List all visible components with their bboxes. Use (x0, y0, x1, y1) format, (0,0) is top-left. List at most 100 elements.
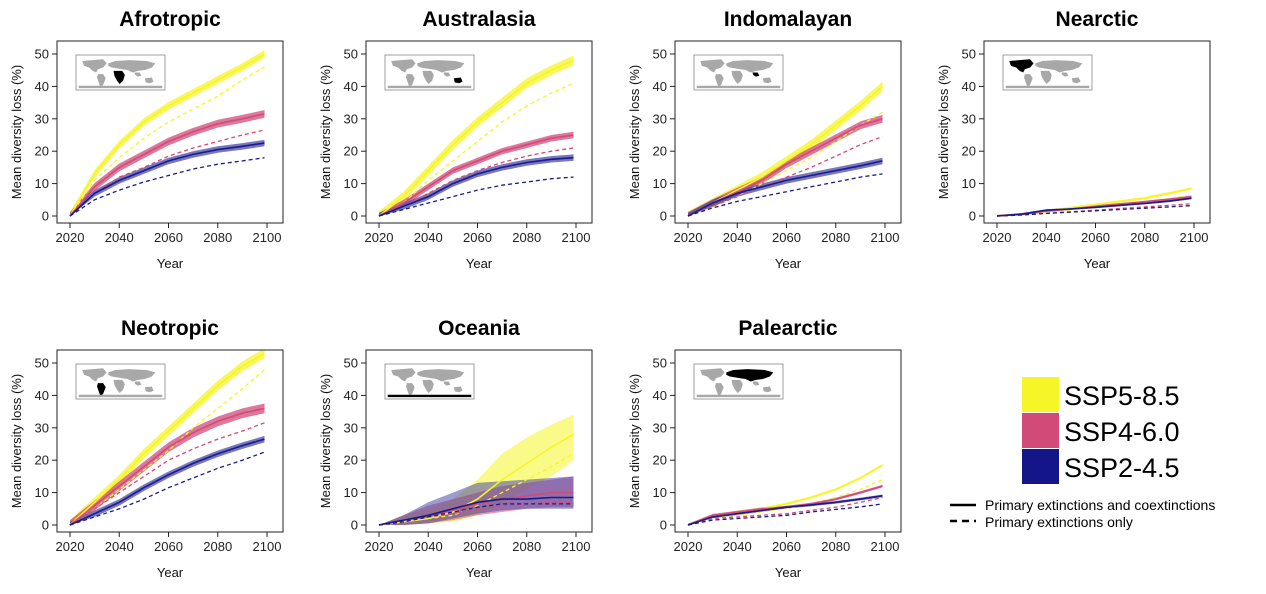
y-tick-label: 0 (351, 209, 358, 224)
x-tick-label: 2040 (414, 539, 443, 554)
y-tick-label: 10 (653, 485, 667, 500)
series-line-ssp245-coextinctions (69, 142, 265, 217)
x-tick-label: 2080 (203, 539, 232, 554)
plot-area (687, 81, 884, 217)
inset-map (387, 59, 472, 89)
x-tick-label: 2040 (105, 230, 134, 245)
panel-title: Neotropic (121, 317, 219, 340)
x-tick-label: 2020 (365, 539, 394, 554)
x-axis-label: Year (1084, 256, 1111, 271)
y-tick-label: 0 (660, 209, 667, 224)
panel-title: Palearctic (738, 317, 838, 340)
legend-swatch-ssp585 (1022, 377, 1059, 412)
y-tick-label: 10 (35, 485, 49, 500)
x-tick-label: 2100 (562, 230, 591, 245)
y-tick-label: 50 (962, 47, 976, 62)
series-line-ssp585-primary-only (378, 82, 574, 217)
y-axis-label: Mean diversity loss (%) (9, 65, 24, 199)
x-tick-label: 2020 (983, 230, 1012, 245)
plot-frame (56, 349, 284, 533)
inset-map (387, 368, 472, 398)
x-tick-label: 2100 (1180, 230, 1209, 245)
legend-swatch-ssp245 (1022, 449, 1059, 484)
plot-area (378, 55, 574, 217)
plot-area (378, 414, 574, 526)
x-tick-label: 2080 (821, 539, 850, 554)
y-tick-label: 40 (962, 79, 976, 94)
y-tick-label: 0 (42, 518, 49, 533)
x-tick-label: 2060 (154, 230, 183, 245)
plot-frame (56, 40, 284, 224)
x-tick-label: 2060 (463, 539, 492, 554)
legend-label-dashed: Primary extinctions only (985, 514, 1133, 530)
y-axis-label: Mean diversity loss (%) (9, 374, 24, 508)
x-tick-label: 2020 (365, 230, 394, 245)
y-tick-label: 20 (344, 453, 358, 468)
panel-title: Indomalayan (724, 8, 852, 31)
band-ssp245 (70, 139, 265, 216)
y-tick-label: 20 (962, 144, 976, 159)
y-tick-label: 30 (35, 111, 49, 126)
band-ssp585 (688, 81, 883, 216)
x-axis-label: Year (157, 565, 184, 580)
band-ssp245 (379, 154, 574, 216)
y-tick-label: 20 (35, 453, 49, 468)
x-axis-label: Year (157, 256, 184, 271)
x-tick-label: 2100 (253, 230, 282, 245)
series-line-ssp460-primary-only (378, 501, 574, 526)
y-tick-label: 0 (969, 209, 976, 224)
plot-frame (365, 349, 593, 533)
x-tick-label: 2060 (154, 539, 183, 554)
x-tick-label: 2080 (203, 230, 232, 245)
y-tick-label: 40 (653, 79, 667, 94)
y-tick-label: 20 (35, 144, 49, 159)
legend-label-solid: Primary extinctions and coextinctions (985, 497, 1215, 513)
series-line-ssp245-primary-only (69, 157, 265, 217)
panel-title: Nearctic (1056, 8, 1139, 31)
inset-map (696, 368, 781, 398)
x-tick-label: 2100 (871, 230, 900, 245)
y-tick-label: 30 (35, 420, 49, 435)
series-line-ssp460-coextinctions (69, 113, 265, 217)
x-tick-label: 2060 (1081, 230, 1110, 245)
band-ssp585 (379, 414, 574, 525)
series-line-ssp585-coextinctions (378, 433, 574, 526)
y-tick-label: 40 (35, 388, 49, 403)
series-line-ssp460-coextinctions (69, 407, 265, 526)
band-ssp585 (379, 55, 574, 216)
y-tick-label: 20 (653, 453, 667, 468)
y-tick-label: 30 (653, 420, 667, 435)
series-line-ssp245-coextinctions (687, 160, 883, 217)
panel-afrotropic: Afrotropic 0 10 20 30 40 50 2020 2040 2060 2080 210… (9, 8, 284, 271)
band-ssp585 (70, 50, 265, 216)
plot-frame (365, 40, 593, 224)
series-line-ssp460-primary-only (687, 496, 883, 526)
series-line-ssp460-primary-only (378, 147, 574, 217)
series-line-ssp245-primary-only (378, 503, 574, 526)
series-line-ssp245-coextinctions (69, 438, 265, 526)
series-line-ssp245-primary-only (996, 204, 1192, 217)
x-tick-label: 2040 (723, 539, 752, 554)
series-line-ssp245-primary-only (687, 173, 883, 217)
legend-label-ssp585: SSP5-8.5 (1064, 381, 1180, 411)
y-tick-label: 50 (35, 356, 49, 371)
y-tick-label: 40 (344, 79, 358, 94)
y-tick-label: 10 (344, 485, 358, 500)
y-tick-label: 50 (653, 47, 667, 62)
y-tick-label: 10 (344, 176, 358, 191)
series-line-ssp460-coextinctions (378, 134, 574, 217)
y-tick-label: 10 (653, 176, 667, 191)
y-tick-label: 20 (344, 144, 358, 159)
x-axis-label: Year (466, 256, 493, 271)
y-axis-label: Mean diversity loss (%) (627, 374, 642, 508)
y-tick-label: 0 (42, 209, 49, 224)
x-tick-label: 2020 (674, 539, 703, 554)
series-line-ssp585-coextinctions (69, 352, 265, 526)
plot-frame (983, 40, 1211, 224)
y-tick-label: 0 (660, 518, 667, 533)
series-line-ssp585-primary-only (378, 453, 574, 526)
y-tick-label: 10 (35, 176, 49, 191)
series-line-ssp245-coextinctions (996, 197, 1192, 217)
series-line-ssp585-primary-only (69, 66, 265, 217)
